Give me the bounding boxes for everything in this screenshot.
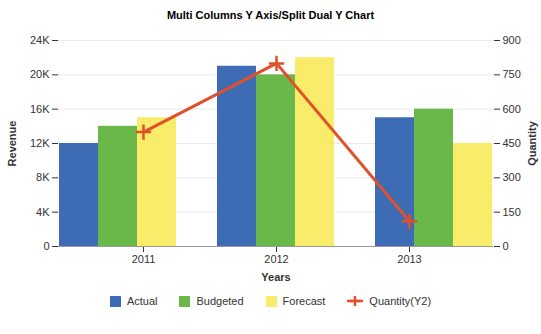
- svg-text:0: 0: [503, 240, 509, 252]
- svg-text:2012: 2012: [264, 253, 288, 265]
- html-text:Quantity(Y2): Quantity(Y2): [369, 295, 432, 307]
- svg-text:450: 450: [503, 137, 521, 149]
- svg-text:300: 300: [503, 171, 521, 183]
- svg-text:24K: 24K: [30, 34, 50, 46]
- svg-text:20K: 20K: [30, 68, 50, 80]
- svg-text:8K: 8K: [36, 171, 50, 183]
- svg-text:150: 150: [503, 206, 521, 218]
- svg-text:2011: 2011: [132, 253, 156, 265]
- svg-text:16K: 16K: [30, 103, 50, 115]
- svg-text:Revenue: Revenue: [6, 121, 18, 167]
- html-text:Actual: Actual: [126, 295, 158, 307]
- svg-text:2013: 2013: [397, 253, 421, 265]
- svg-text:600: 600: [503, 103, 521, 115]
- svg-text:12K: 12K: [30, 137, 50, 149]
- html-text:Forecast: Forecast: [282, 295, 326, 307]
- svg-text:Years: Years: [261, 271, 290, 283]
- svg-text:900: 900: [503, 34, 521, 46]
- svg-text:Quantity: Quantity: [526, 120, 538, 165]
- svg-text:4K: 4K: [36, 206, 50, 218]
- html-text:Multi Columns Y Axis/Split Dua: Multi Columns Y Axis/Split Dual Y Chart: [166, 9, 375, 21]
- svg-text:750: 750: [503, 68, 521, 80]
- svg-text:0: 0: [43, 240, 49, 252]
- html-text:Budgeted: Budgeted: [196, 295, 244, 307]
